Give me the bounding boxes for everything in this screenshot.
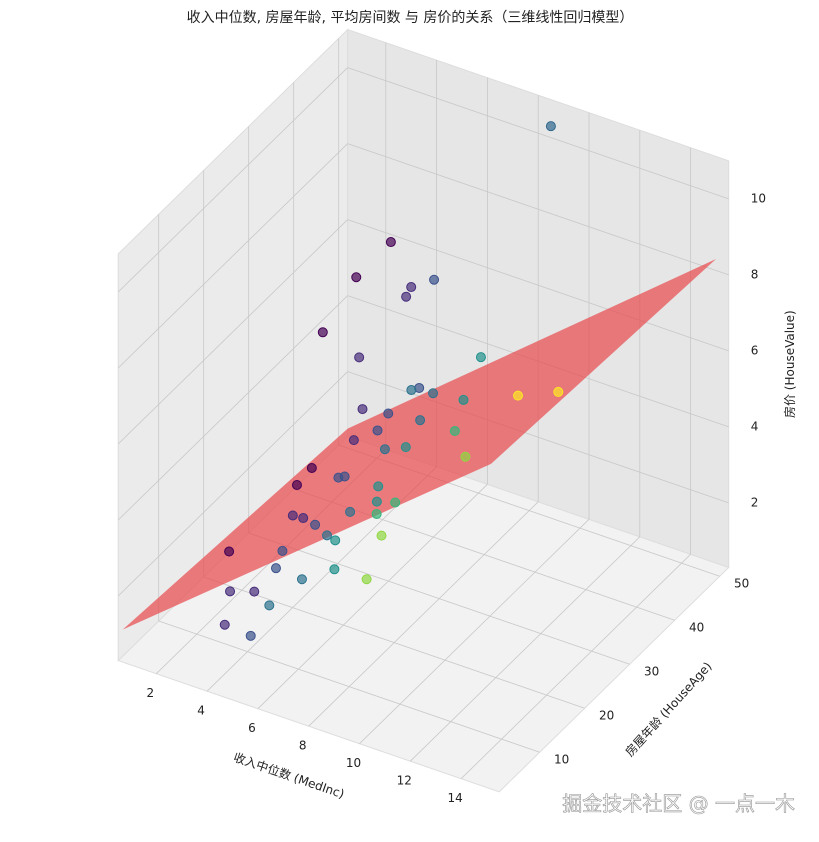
z-tick-label: 2 bbox=[751, 495, 759, 509]
x-tick-label: 6 bbox=[248, 721, 256, 735]
data-point bbox=[429, 274, 440, 285]
grid-line bbox=[257, 484, 488, 709]
z-axis-label: 房价 (HouseValue) bbox=[782, 310, 797, 418]
grid-line bbox=[158, 620, 540, 753]
grid-line bbox=[117, 295, 348, 521]
data-point bbox=[400, 442, 411, 453]
data-point bbox=[322, 530, 332, 541]
x-tick-label: 4 bbox=[197, 704, 205, 718]
grid-line bbox=[308, 501, 539, 727]
grid-line bbox=[117, 67, 348, 293]
data-point bbox=[460, 451, 471, 462]
y-axis-label: 房屋年龄 (HouseAge) bbox=[622, 659, 715, 760]
data-point bbox=[372, 425, 383, 436]
grid-line bbox=[117, 143, 348, 369]
z-tick-label: 10 bbox=[751, 191, 766, 205]
grid-line bbox=[203, 576, 585, 709]
data-point bbox=[458, 394, 469, 405]
data-point bbox=[287, 510, 298, 521]
data-point bbox=[449, 426, 460, 436]
x-tick-label: 10 bbox=[346, 756, 361, 770]
data-point bbox=[390, 497, 401, 508]
data-point bbox=[373, 481, 384, 492]
data-point bbox=[401, 291, 412, 302]
x-tick-label: 12 bbox=[397, 774, 412, 788]
data-point bbox=[317, 327, 328, 338]
watermark: 掘金技术社区 @ 一点一木 bbox=[562, 792, 795, 816]
data-point bbox=[415, 415, 426, 426]
regression-plane bbox=[122, 259, 716, 630]
x-tick-label: 2 bbox=[146, 686, 154, 700]
data-point bbox=[339, 471, 350, 482]
z-tick-label: 8 bbox=[751, 267, 759, 281]
grid-line bbox=[347, 67, 729, 200]
data-point bbox=[545, 121, 556, 132]
x-tick-label: 8 bbox=[299, 739, 307, 753]
data-point bbox=[298, 513, 309, 524]
data-point bbox=[277, 545, 288, 556]
grid-line bbox=[117, 371, 348, 597]
grid-line bbox=[347, 219, 729, 352]
y-tick-label: 30 bbox=[644, 665, 659, 679]
data-point bbox=[406, 282, 417, 293]
data-point bbox=[296, 574, 307, 585]
data-point bbox=[383, 408, 394, 419]
y-tick-label: 10 bbox=[554, 753, 569, 767]
data-point bbox=[348, 435, 359, 446]
data-point bbox=[306, 462, 317, 473]
x-axis-label: 收入中位数 (MedInc) bbox=[232, 749, 347, 801]
data-point bbox=[354, 352, 365, 363]
data-point bbox=[225, 586, 236, 597]
grid-line bbox=[410, 536, 641, 762]
data-point bbox=[379, 444, 390, 455]
grid-line bbox=[248, 532, 630, 665]
data-point bbox=[371, 496, 382, 507]
data-point bbox=[361, 574, 372, 585]
data-point bbox=[376, 530, 387, 541]
data-point bbox=[224, 546, 235, 557]
data-point bbox=[475, 352, 486, 363]
data-point bbox=[291, 480, 302, 490]
data-point bbox=[385, 237, 396, 248]
grid-line bbox=[460, 554, 691, 779]
data-point bbox=[330, 535, 341, 546]
data-point bbox=[345, 506, 356, 517]
data-point bbox=[245, 630, 256, 641]
y-tick-label: 20 bbox=[599, 709, 614, 723]
chart-title: 收入中位数, 房屋年龄, 平均房间数 与 房价的关系（三维线性回归模型） bbox=[187, 9, 634, 26]
data-point bbox=[270, 563, 281, 574]
data-point bbox=[513, 390, 523, 401]
y-tick-label: 50 bbox=[734, 577, 749, 591]
data-point bbox=[219, 619, 230, 630]
data-point bbox=[351, 272, 362, 283]
data-point bbox=[428, 388, 439, 399]
data-point bbox=[249, 586, 260, 597]
grid-line bbox=[347, 143, 729, 276]
data-point bbox=[357, 404, 368, 415]
grid-line bbox=[359, 519, 590, 744]
z-tick-label: 4 bbox=[751, 419, 759, 433]
z-tick-label: 6 bbox=[751, 343, 759, 357]
y-tick-label: 40 bbox=[689, 621, 704, 635]
data-point bbox=[371, 508, 382, 519]
x-tick-label: 14 bbox=[447, 791, 462, 805]
data-point bbox=[264, 600, 275, 611]
data-point bbox=[310, 519, 321, 530]
data-point bbox=[406, 385, 417, 396]
data-point bbox=[553, 386, 564, 397]
data-point bbox=[329, 564, 340, 575]
grid-line bbox=[117, 219, 348, 445]
